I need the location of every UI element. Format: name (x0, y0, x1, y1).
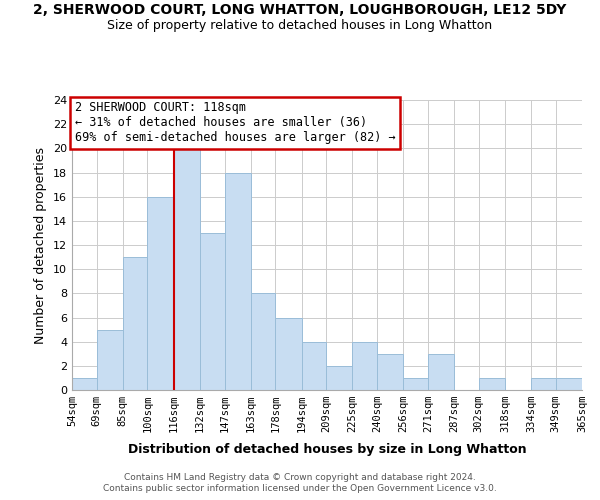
Text: 2, SHERWOOD COURT, LONG WHATTON, LOUGHBOROUGH, LE12 5DY: 2, SHERWOOD COURT, LONG WHATTON, LOUGHBO… (34, 2, 566, 16)
Text: Distribution of detached houses by size in Long Whatton: Distribution of detached houses by size … (128, 442, 526, 456)
Bar (97, 330, 123, 390)
Bar (302, 342, 326, 390)
Bar (403, 378, 428, 390)
Bar (428, 354, 454, 390)
Bar (173, 148, 200, 390)
Text: Contains HM Land Registry data © Crown copyright and database right 2024.: Contains HM Land Registry data © Crown c… (124, 472, 476, 482)
Y-axis label: Number of detached properties: Number of detached properties (34, 146, 47, 344)
Bar (275, 318, 302, 390)
Bar (531, 378, 556, 390)
Bar (72, 378, 97, 390)
Bar (377, 354, 403, 390)
Bar (556, 378, 582, 390)
Text: Contains public sector information licensed under the Open Government Licence v3: Contains public sector information licen… (103, 484, 497, 493)
Bar (352, 342, 377, 390)
Bar (148, 196, 173, 390)
Bar (479, 378, 505, 390)
Bar (123, 257, 148, 390)
Bar (251, 294, 275, 390)
Bar (200, 233, 224, 390)
Bar (326, 366, 352, 390)
Bar (224, 172, 251, 390)
Text: Size of property relative to detached houses in Long Whatton: Size of property relative to detached ho… (107, 18, 493, 32)
Text: 2 SHERWOOD COURT: 118sqm
← 31% of detached houses are smaller (36)
69% of semi-d: 2 SHERWOOD COURT: 118sqm ← 31% of detach… (74, 102, 395, 144)
